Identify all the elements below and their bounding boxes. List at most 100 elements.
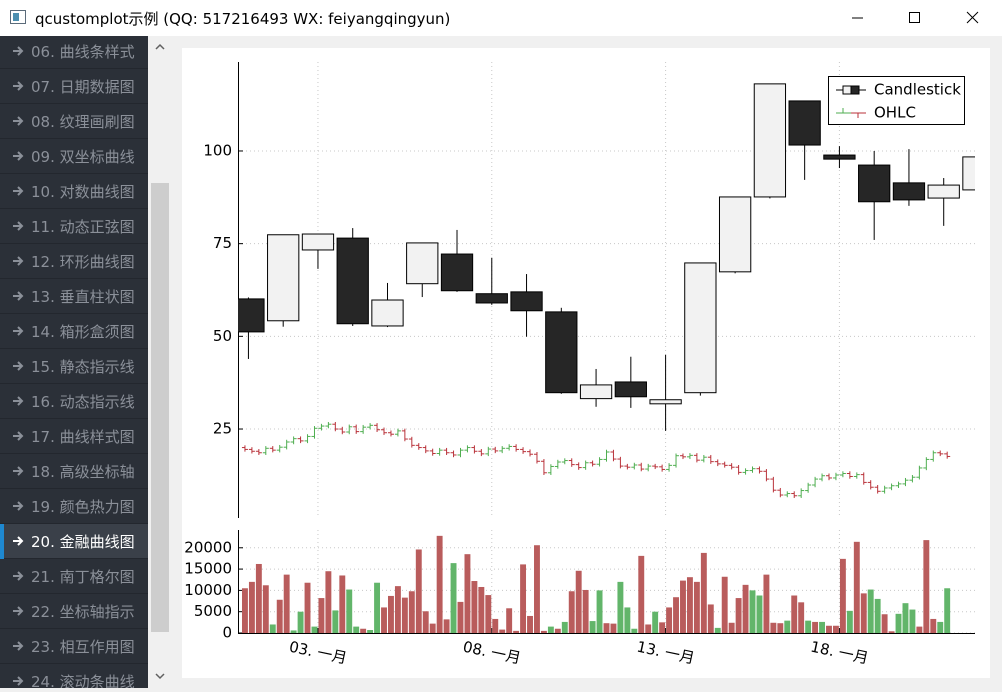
nav-item[interactable]: 17. 曲线样式图: [0, 419, 148, 454]
volume-bar: [916, 626, 923, 633]
nav-item[interactable]: 23. 相互作用图: [0, 629, 148, 664]
volume-bar: [944, 588, 951, 633]
volume-bar: [575, 570, 582, 633]
nav-item[interactable]: 13. 垂直柱状图: [0, 279, 148, 314]
volume-bar: [693, 581, 700, 633]
scroll-up[interactable]: [155, 43, 165, 50]
volume-bar: [700, 552, 707, 633]
nav-label: 15. 静态指示线: [31, 358, 135, 376]
volume-bar: [408, 591, 415, 633]
volume-bar: [888, 631, 895, 633]
nav-item[interactable]: 22. 坐标轴指示: [0, 594, 148, 629]
nav-item[interactable]: 11. 动态正弦图: [0, 209, 148, 244]
volume-bar: [659, 622, 666, 633]
nav-label: 23. 相互作用图: [31, 638, 135, 656]
arrow-icon: [13, 361, 24, 371]
nav-item[interactable]: 10. 对数曲线图: [0, 174, 148, 209]
volume-bar: [798, 602, 805, 633]
volume-bar: [853, 541, 860, 633]
volume-bar: [638, 555, 645, 633]
candle-body: [406, 242, 439, 285]
volume-bar: [332, 610, 339, 633]
nav-item[interactable]: 06. 曲线条样式: [0, 36, 148, 69]
nav-label: 21. 南丁格尔图: [31, 568, 135, 586]
legend-icon: [842, 85, 852, 95]
nav-item[interactable]: 14. 箱形盒须图: [0, 314, 148, 349]
volume-bar: [673, 597, 679, 633]
arrow-icon: [13, 606, 24, 616]
nav-label: 07. 日期数据图: [31, 78, 135, 96]
volume-bar: [311, 626, 318, 633]
volume-bar: [680, 580, 686, 633]
candle-body: [510, 291, 543, 312]
volume-bar: [554, 628, 561, 633]
window-title: qcustomplot示例 (QQ: 517216493 WX: feiyang…: [35, 10, 451, 28]
volume-bar: [728, 622, 735, 633]
volume-bar: [902, 603, 909, 633]
scroll-down[interactable]: [155, 673, 165, 680]
volume-bar: [784, 620, 791, 633]
arrow-icon: [13, 186, 24, 196]
volume-bar: [318, 598, 325, 633]
volume-bar: [923, 540, 930, 633]
volume-bar: [707, 604, 714, 633]
volume-bar: [478, 586, 485, 633]
volume-bar: [255, 563, 262, 633]
volume-bar: [596, 590, 603, 633]
nav-label: 18. 高级坐标轴: [31, 463, 135, 481]
nav-item[interactable]: 08. 纹理画刷图: [0, 104, 148, 139]
candle-body: [649, 399, 682, 405]
nav-item[interactable]: 19. 颜色热力图: [0, 489, 148, 524]
scroll-thumb[interactable]: [151, 183, 169, 632]
nav-item[interactable]: 21. 南丁格尔图: [0, 559, 148, 594]
arrow-icon: [13, 221, 24, 231]
candle-body: [614, 381, 647, 398]
arrow-icon: [13, 501, 24, 511]
nav-item[interactable]: 24. 滚动条曲线: [0, 664, 148, 688]
nav-label: 14. 箱形盒须图: [31, 323, 135, 341]
candle-body: [336, 237, 369, 325]
volume-bar: [471, 581, 478, 633]
plot-area: [241, 535, 951, 633]
candle-body: [962, 156, 975, 191]
nav-item[interactable]: 18. 高级坐标轴: [0, 454, 148, 489]
nav-item[interactable]: 09. 双坐标曲线: [0, 139, 148, 174]
volume-bar: [506, 608, 513, 633]
y-tick-label: 20000: [184, 538, 232, 556]
nav-item[interactable]: 16. 动态指示线: [0, 384, 148, 419]
nav-item[interactable]: 12. 环形曲线图: [0, 244, 148, 279]
volume-bar: [561, 621, 568, 633]
sidebar: 06. 曲线条样式 07. 日期数据图 08. 纹理画刷图 09. 双坐标曲线 10. …: [0, 36, 148, 688]
nav-item[interactable]: 20. 金融曲线图: [0, 524, 148, 559]
volume-bar: [429, 623, 436, 633]
nav-item[interactable]: 15. 静态指示线: [0, 349, 148, 384]
candle-body: [267, 234, 300, 322]
plot-area: [238, 83, 975, 498]
arrow-icon: [13, 431, 24, 441]
nav-label: 20. 金融曲线图: [31, 533, 135, 551]
volume-bar: [436, 535, 443, 633]
y-tick-label: 25: [213, 420, 232, 438]
nav-item[interactable]: 07. 日期数据图: [0, 69, 148, 104]
arrow-icon: [13, 326, 24, 336]
volume-bar: [540, 630, 547, 633]
volume-bar: [749, 590, 756, 633]
volume-bar: [276, 599, 283, 633]
y-tick-label: 50: [213, 327, 232, 345]
volume-bar: [534, 545, 540, 633]
volume-bar: [777, 623, 784, 633]
volume-bar: [401, 597, 408, 633]
volume-bar: [909, 609, 916, 633]
legend-box: [828, 76, 965, 125]
scrollbar[interactable]: [150, 36, 170, 688]
candle-body: [927, 184, 960, 199]
y-tick-label: 100: [203, 141, 232, 159]
volume-bar: [485, 595, 492, 633]
y-tick-label: 10000: [184, 581, 232, 599]
nav-label: 22. 坐标轴指示: [31, 603, 135, 621]
nav-label: 09. 双坐标曲线: [31, 148, 135, 166]
nav-label: 17. 曲线样式图: [31, 428, 135, 446]
volume-bar: [374, 582, 381, 633]
